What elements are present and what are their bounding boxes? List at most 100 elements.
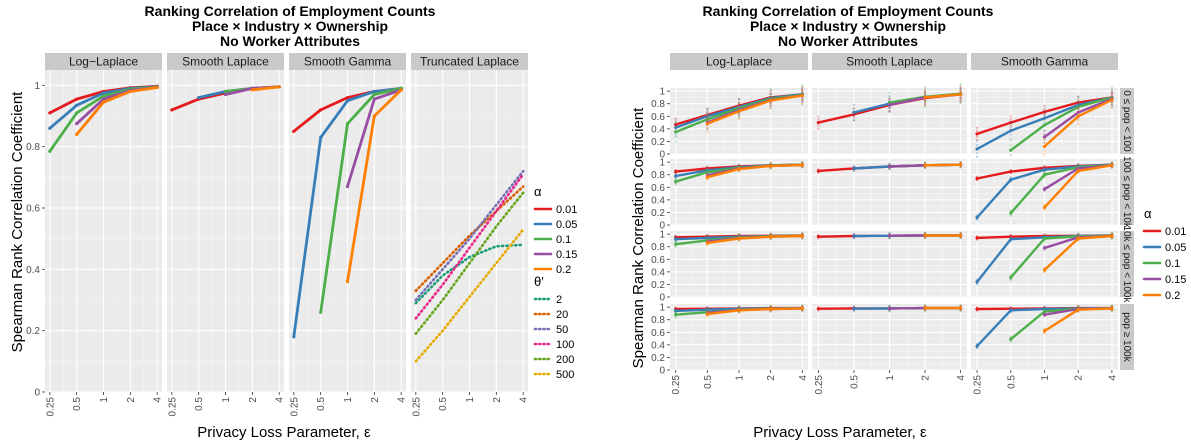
left-x-tick-label: 0.5 <box>316 397 327 411</box>
right-panel-0-0-scatter-point <box>706 108 709 111</box>
right-panel-0-1-scatter-point <box>888 94 891 98</box>
right-panel-0-1-scatter-point <box>923 102 927 105</box>
right-panel-1-1-scatter-point <box>852 169 856 172</box>
right-col-0-strip-label: Log-Laplace <box>706 55 772 69</box>
right-x-tick-label: 0.25 <box>671 375 682 395</box>
right-panel-2-0-scatter-point <box>801 237 804 240</box>
right-panel-2-0-scatter-point <box>737 233 741 236</box>
left-panel-2-series-line-a01 <box>319 87 403 314</box>
right-panel-3-2-scatter-point <box>1110 310 1114 313</box>
right-panel-0-2-scatter-point <box>1077 107 1080 110</box>
left-x-tick-label: 2 <box>492 397 503 403</box>
left-legend-theta-label-100: 100 <box>556 339 574 351</box>
left-x-tick-label: 0.25 <box>167 397 178 417</box>
right-panel-0-1-scatter-point <box>959 89 962 92</box>
left-title-line-1: Ranking Correlation of Employment Counts <box>145 3 436 19</box>
left-panel-1-series-point <box>223 92 228 97</box>
right-panel-0-0-scatter-point <box>801 98 804 101</box>
right-y-tick-label: 0 <box>659 293 665 304</box>
left-panel-3-series-line-t20 <box>414 185 525 293</box>
right-panel-2-1-series-point <box>887 234 892 238</box>
right-panel-2-0-scatter-point <box>769 233 772 236</box>
right-panel-2-2-series-point <box>1076 236 1080 241</box>
right-panel-1-1-series-point <box>923 163 927 167</box>
right-panel-0-1-scatter-point <box>888 106 891 110</box>
left-panel-3-series-line-t2 <box>414 243 525 305</box>
right-panel-0-2-scatter-point <box>1077 111 1080 114</box>
right-x-tick-label: 2 <box>1074 375 1085 381</box>
right-panel-3-1-scatter-point <box>923 309 927 313</box>
right-panel-0-1-scatter-point <box>888 106 891 109</box>
right-panel-3-1-scatter-point <box>923 304 927 307</box>
right-panel-0-1-scatter-point <box>959 89 962 92</box>
left-panel-3-series-line-t50 <box>414 169 525 302</box>
right-row-2-strip-label: 10k ≤ pop < 100k <box>1121 226 1132 304</box>
right-row-3-strip <box>1120 304 1134 370</box>
right-panel-1-0-series-line-a02 <box>706 163 804 179</box>
right-panel-0-2-scatter-point <box>1077 96 1080 99</box>
right-panel-0-0-scatter-point <box>801 91 804 94</box>
right-panel-2-0-scatter-point <box>674 240 677 243</box>
right-panel-0-2-scatter-point <box>1110 91 1114 94</box>
right-panel-1-2-scatter-point <box>1077 167 1080 170</box>
right-panel-0-2-series-point <box>1042 123 1047 127</box>
right-panel-1-1-scatter-point <box>959 161 962 164</box>
right-panel-0-1-scatter-point <box>923 90 927 94</box>
left-panel-3-series-line-t200 <box>414 191 525 335</box>
left-legend-theta-label-200: 200 <box>556 354 574 366</box>
left-legend-theta-label-50: 50 <box>556 324 568 336</box>
right-panel-2-2-series-point <box>1009 275 1013 280</box>
left-x-tick-label: 0.25 <box>45 397 56 417</box>
left-panel-2-series-point <box>345 99 350 103</box>
left-panel-2-series-point <box>399 88 403 92</box>
right-panel-2-0-scatter-point <box>801 232 804 235</box>
right-panel-0-0-scatter-point <box>801 98 804 101</box>
right-panel-2-0-series-point <box>674 237 678 241</box>
right-panel-3-0-scatter-point <box>674 307 677 310</box>
left-panel-1-series-point <box>250 88 254 92</box>
right-panel-0-1-scatter-point <box>923 92 927 95</box>
right-panel-3-0-scatter-point <box>706 310 709 313</box>
right-panel-0-0-scatter-point <box>801 97 804 100</box>
right-panel-2-0-scatter-point <box>769 232 772 235</box>
right-panel-2-1-scatter-point <box>923 237 927 240</box>
right-panel-2-0-series-point <box>800 234 804 238</box>
right-y-tick-label: 1 <box>659 230 665 241</box>
right-panel-1-2-series-point <box>1110 163 1114 167</box>
right-panel-3-2-scatter-point <box>1009 306 1012 310</box>
right-panel-1-0-scatter-point <box>801 161 804 164</box>
right-panel-0-0-scatter-point <box>737 113 741 116</box>
right-panel-0-2-scatter-point <box>1043 113 1046 116</box>
right-panel-3-2-scatter-point <box>1077 304 1080 307</box>
right-panel-0-2-series-point <box>1042 135 1047 139</box>
right-panel-0-0-scatter-point <box>801 90 804 93</box>
right-panel-0-1-scatter-point <box>959 85 962 88</box>
right-legend-alpha-title: α <box>1144 206 1152 221</box>
right-panel-0-2-series-point <box>1009 148 1013 152</box>
left-panel-0-series-point <box>75 111 79 115</box>
right-y-tick-label: 0.2 <box>651 353 665 364</box>
right-panel-2-1-series-point <box>923 233 927 237</box>
right-panel-1-2-series-point <box>1009 169 1013 174</box>
right-panel-0-2-scatter-point <box>1043 120 1046 124</box>
right-panel-0-1-scatter-point <box>888 110 891 114</box>
right-panel-3-0-scatter-point <box>737 305 741 308</box>
right-panel-3-0-scatter-point <box>706 315 709 318</box>
right-panel-3-1-scatter-point <box>852 309 856 313</box>
right-panel-3-0-scatter-point <box>769 310 772 313</box>
right-panel-0-2-scatter-point <box>1077 98 1080 101</box>
left-panel-2-series-point <box>292 129 296 133</box>
right-y-tick-label: 1 <box>659 158 665 169</box>
right-panel-3-2-series-point <box>1042 307 1047 311</box>
right-panel-0-2-scatter-point <box>1009 127 1012 130</box>
right-panel-0-0-scatter-point <box>706 107 709 111</box>
right-panel-3-0-scatter-point <box>706 306 709 309</box>
right-panel-0-2-scatter-point <box>1043 129 1046 133</box>
right-panel-1-1-scatter-point <box>852 164 856 168</box>
left-x-tick-label: 4 <box>519 397 530 403</box>
right-panel-0-1-scatter-point <box>959 90 962 93</box>
right-panel-1-1-scatter-point <box>959 166 962 169</box>
left-x-tick-label: 2 <box>126 397 137 403</box>
right-panel-0-2-scatter-point <box>1009 153 1012 157</box>
left-x-tick-label: 2 <box>248 397 259 403</box>
